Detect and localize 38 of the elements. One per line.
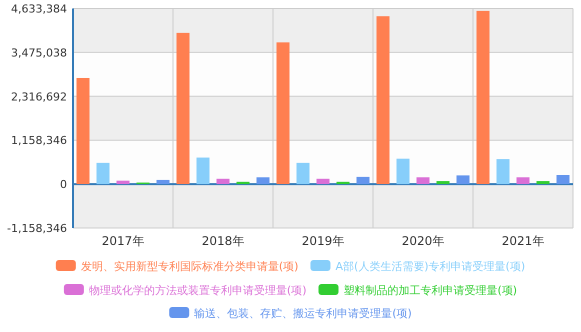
- x-tick-label: 2020年: [402, 234, 444, 248]
- bar: [356, 176, 370, 184]
- y-tick-label: 2,316,692: [11, 90, 67, 104]
- bar: [516, 177, 530, 184]
- bar: [316, 178, 330, 184]
- y-tick-label: 4,633,384: [11, 2, 67, 16]
- bar: [376, 16, 390, 184]
- bar: [536, 181, 550, 184]
- legend-label: 塑料制品的加工专利申请受理量(项): [344, 284, 518, 297]
- legend-label: 物理或化学的方法或装置专利申请受理量(项): [88, 284, 306, 297]
- bar: [296, 162, 310, 184]
- x-tick-label: 2021年: [502, 234, 544, 248]
- y-tick-label: -1,158,346: [7, 222, 67, 235]
- bar: [116, 180, 130, 184]
- bar: [256, 177, 270, 184]
- legend-label: 输送、包装、存贮、搬运专利申请受理量(项): [194, 307, 412, 320]
- bar: [96, 162, 110, 184]
- bar: [476, 10, 490, 184]
- bar: [196, 158, 210, 184]
- bar: [436, 181, 450, 184]
- bar: [496, 159, 510, 184]
- y-tick-label: 0: [60, 178, 67, 192]
- bar: [416, 177, 430, 184]
- legend-label: 发明、实用新型专利国际标准分类申请量(项): [80, 260, 298, 273]
- bar: [396, 158, 410, 184]
- x-tick-label: 2017年: [102, 234, 144, 248]
- bar: [76, 78, 90, 184]
- bar: [276, 42, 290, 184]
- bar: [456, 175, 470, 184]
- bar: [176, 32, 190, 184]
- x-tick-label: 2018年: [202, 234, 244, 248]
- bar: [556, 175, 570, 184]
- x-tick-label: 2019年: [302, 234, 344, 248]
- bar: [216, 178, 230, 184]
- y-tick-label: 1,158,346: [11, 134, 67, 148]
- y-tick-label: 3,475,038: [11, 46, 67, 60]
- bar: [156, 180, 170, 184]
- legend-label: A部(人类生活需要)专利申请受理量(项): [335, 260, 526, 273]
